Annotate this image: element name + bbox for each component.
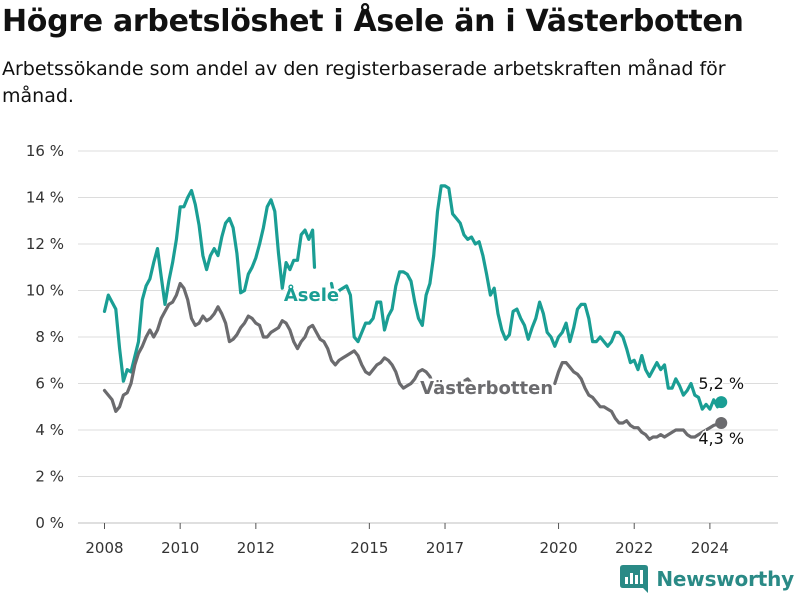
page-title: Högre arbetslöshet i Åsele än i Västerbo… — [2, 4, 744, 39]
y-axis-ticks: 0 % 2 % 4 % 6 % 8 % 10 % 12 % 14 % 16 % — [26, 142, 64, 532]
series-end-label-1: 4,3 % — [698, 429, 744, 448]
x-tick-label: 2017 — [426, 539, 464, 557]
series-end-marker-0 — [715, 396, 728, 409]
brand-logo: Newsworthy — [619, 564, 794, 594]
x-tick-label: 2010 — [161, 539, 199, 557]
x-tick-label: 2024 — [691, 539, 729, 557]
series-labels: 5,2 % 4,3 % Åsele Västerbotten — [281, 281, 745, 450]
y-tick-label: 16 % — [26, 142, 64, 160]
y-tick-label: 14 % — [26, 189, 64, 207]
series-name-label-0: Åsele — [284, 283, 339, 306]
y-tick-label: 4 % — [35, 421, 64, 439]
series-end-marker-1 — [715, 417, 728, 430]
brand-name: Newsworthy — [656, 567, 794, 591]
series-name-label-1: Västerbotten — [420, 378, 553, 399]
x-axis-ticks: 2008 2010 2012 2015 2017 2020 2022 2024 — [85, 523, 729, 557]
series-lines — [102, 184, 728, 441]
y-tick-label: 2 % — [35, 468, 64, 486]
page-subtitle: Arbetssökande som andel av den registerb… — [2, 58, 726, 107]
chart-logo-icon — [620, 565, 649, 593]
x-tick-label: 2008 — [85, 539, 123, 557]
series-line-1 — [102, 281, 723, 441]
series-line-0 — [102, 184, 723, 411]
y-tick-label: 6 % — [35, 375, 64, 393]
y-tick-label: 12 % — [26, 235, 64, 253]
x-tick-label: 2015 — [350, 539, 388, 557]
y-tick-label: 10 % — [26, 282, 64, 300]
y-tick-label: 0 % — [35, 514, 64, 532]
x-tick-label: 2020 — [539, 539, 577, 557]
y-tick-label: 8 % — [35, 328, 64, 346]
x-tick-label: 2012 — [237, 539, 275, 557]
x-tick-label: 2022 — [615, 539, 653, 557]
series-end-label-0: 5,2 % — [698, 374, 744, 393]
